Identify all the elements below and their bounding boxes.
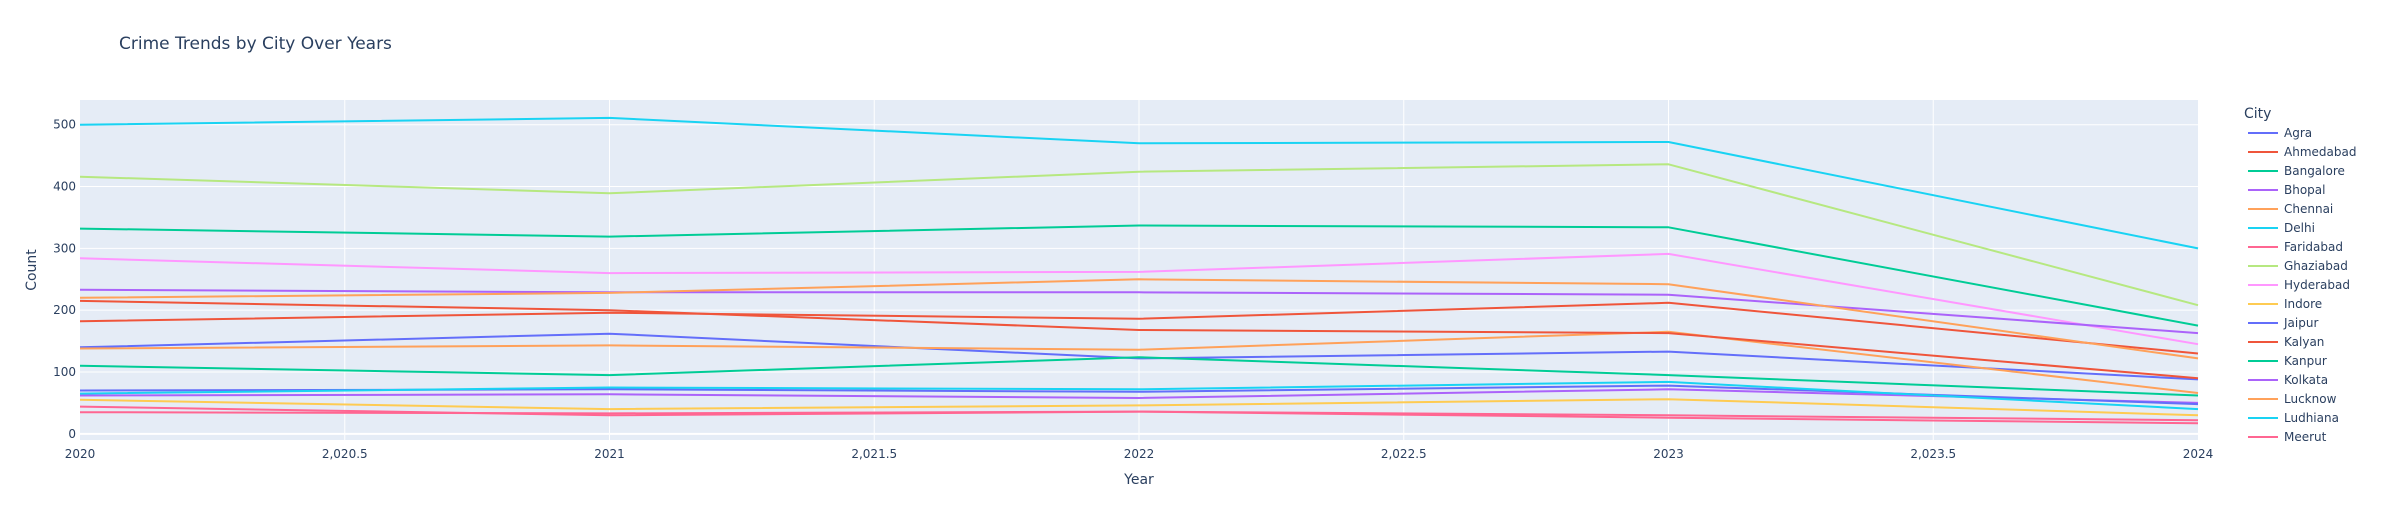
legend-item-faridabad[interactable]: Faridabad xyxy=(2248,240,2343,254)
series-line-bangalore[interactable] xyxy=(79,356,2199,397)
legend-label: Agra xyxy=(2284,126,2312,140)
legend-item-meerut[interactable]: Meerut xyxy=(2248,430,2327,444)
y-tick-label: 100 xyxy=(53,365,76,379)
legend-label: Chennai xyxy=(2284,202,2333,216)
x-axis-label: Year xyxy=(1123,472,1154,488)
legend-label: Indore xyxy=(2284,297,2322,311)
legend-label: Bangalore xyxy=(2284,164,2345,178)
x-tick-label: 2023 xyxy=(1653,447,1684,461)
legend-label: Jaipur xyxy=(2283,316,2318,330)
y-tick-label: 400 xyxy=(53,180,76,194)
legend-label: Bhopal xyxy=(2284,183,2325,197)
legend-label: Lucknow xyxy=(2284,392,2337,406)
legend-item-ludhiana[interactable]: Ludhiana xyxy=(2248,411,2339,425)
series-line-meerut[interactable] xyxy=(79,410,2199,425)
legend-label: Faridabad xyxy=(2284,240,2343,254)
legend-label: Delhi xyxy=(2284,221,2315,235)
series-lines xyxy=(79,116,2199,425)
series-line-kalyan[interactable] xyxy=(79,299,2199,380)
series-line-kanpur[interactable] xyxy=(79,224,2199,327)
series-line-agra[interactable] xyxy=(79,332,2199,381)
x-tick-label: 2,023.5 xyxy=(1910,447,1956,461)
series-line-ghaziabad[interactable] xyxy=(79,163,2199,307)
series-line-indore[interactable] xyxy=(79,398,2199,417)
y-tick-label: 200 xyxy=(53,303,76,317)
legend-label: Ghaziabad xyxy=(2284,259,2348,273)
x-tick-label: 2024 xyxy=(2183,447,2214,461)
legend-label: Kalyan xyxy=(2284,335,2324,349)
legend-item-bangalore[interactable]: Bangalore xyxy=(2248,164,2345,178)
y-tick-label: 300 xyxy=(53,241,76,255)
legend-item-ahmedabad[interactable]: Ahmedabad xyxy=(2248,145,2356,159)
legend-label: Meerut xyxy=(2284,430,2327,444)
y-tick-label: 500 xyxy=(53,118,76,132)
x-tick-label: 2,022.5 xyxy=(1381,447,1427,461)
series-line-hyderabad[interactable] xyxy=(79,252,2199,346)
series-line-kolkata[interactable] xyxy=(79,288,2199,335)
series-line-bhopal[interactable] xyxy=(79,388,2199,404)
legend-item-hyderabad[interactable]: Hyderabad xyxy=(2248,278,2350,292)
x-tick-label: 2021 xyxy=(594,447,625,461)
legend-item-indore[interactable]: Indore xyxy=(2248,297,2322,311)
legend-item-agra[interactable]: Agra xyxy=(2248,126,2312,140)
legend-item-bhopal[interactable]: Bhopal xyxy=(2248,183,2325,197)
legend-label: Hyderabad xyxy=(2284,278,2350,292)
series-line-chennai[interactable] xyxy=(79,330,2199,394)
x-tick-labels: 2020 2,020.5 2021 2,021.5 2022 2,022.5 2023 2,0… xyxy=(65,447,2214,461)
series-line-ahmedabad[interactable] xyxy=(79,301,2199,355)
legend-item-delhi[interactable]: Delhi xyxy=(2248,221,2315,235)
series-line-lucknow[interactable] xyxy=(79,278,2199,360)
legend-label: Ahmedabad xyxy=(2284,145,2356,159)
series-line-delhi[interactable] xyxy=(79,116,2199,250)
series-line-ludhiana[interactable] xyxy=(79,380,2199,411)
legend-item-jaipur[interactable]: Jaipur xyxy=(2248,316,2318,330)
legend-item-kolkata[interactable]: Kolkata xyxy=(2248,373,2328,387)
legend-title: City xyxy=(2244,106,2271,122)
legend-label: Ludhiana xyxy=(2284,411,2339,425)
y-tick-labels: 0 100 200 300 400 500 xyxy=(53,118,76,441)
y-tick-label: 0 xyxy=(68,427,76,441)
legend-item-lucknow[interactable]: Lucknow xyxy=(2248,392,2337,406)
legend-label: Kolkata xyxy=(2284,373,2328,387)
x-tick-label: 2,020.5 xyxy=(322,447,368,461)
y-axis-label: Count xyxy=(24,249,40,291)
x-tick-label: 2022 xyxy=(1124,447,1155,461)
x-tick-label: 2020 xyxy=(65,447,96,461)
legend-item-kanpur[interactable]: Kanpur xyxy=(2248,354,2327,368)
legend-item-kalyan[interactable]: Kalyan xyxy=(2248,335,2324,349)
grid-lines xyxy=(80,100,2198,440)
x-tick-label: 2,021.5 xyxy=(851,447,897,461)
legend-label: Kanpur xyxy=(2284,354,2327,368)
chart-title: Crime Trends by City Over Years xyxy=(119,34,392,54)
legend[interactable]: Agra Ahmedabad Bangalore Bhopal Chennai Delhi… xyxy=(2248,126,2356,444)
legend-item-chennai[interactable]: Chennai xyxy=(2248,202,2333,216)
legend-item-ghaziabad[interactable]: Ghaziabad xyxy=(2248,259,2348,273)
